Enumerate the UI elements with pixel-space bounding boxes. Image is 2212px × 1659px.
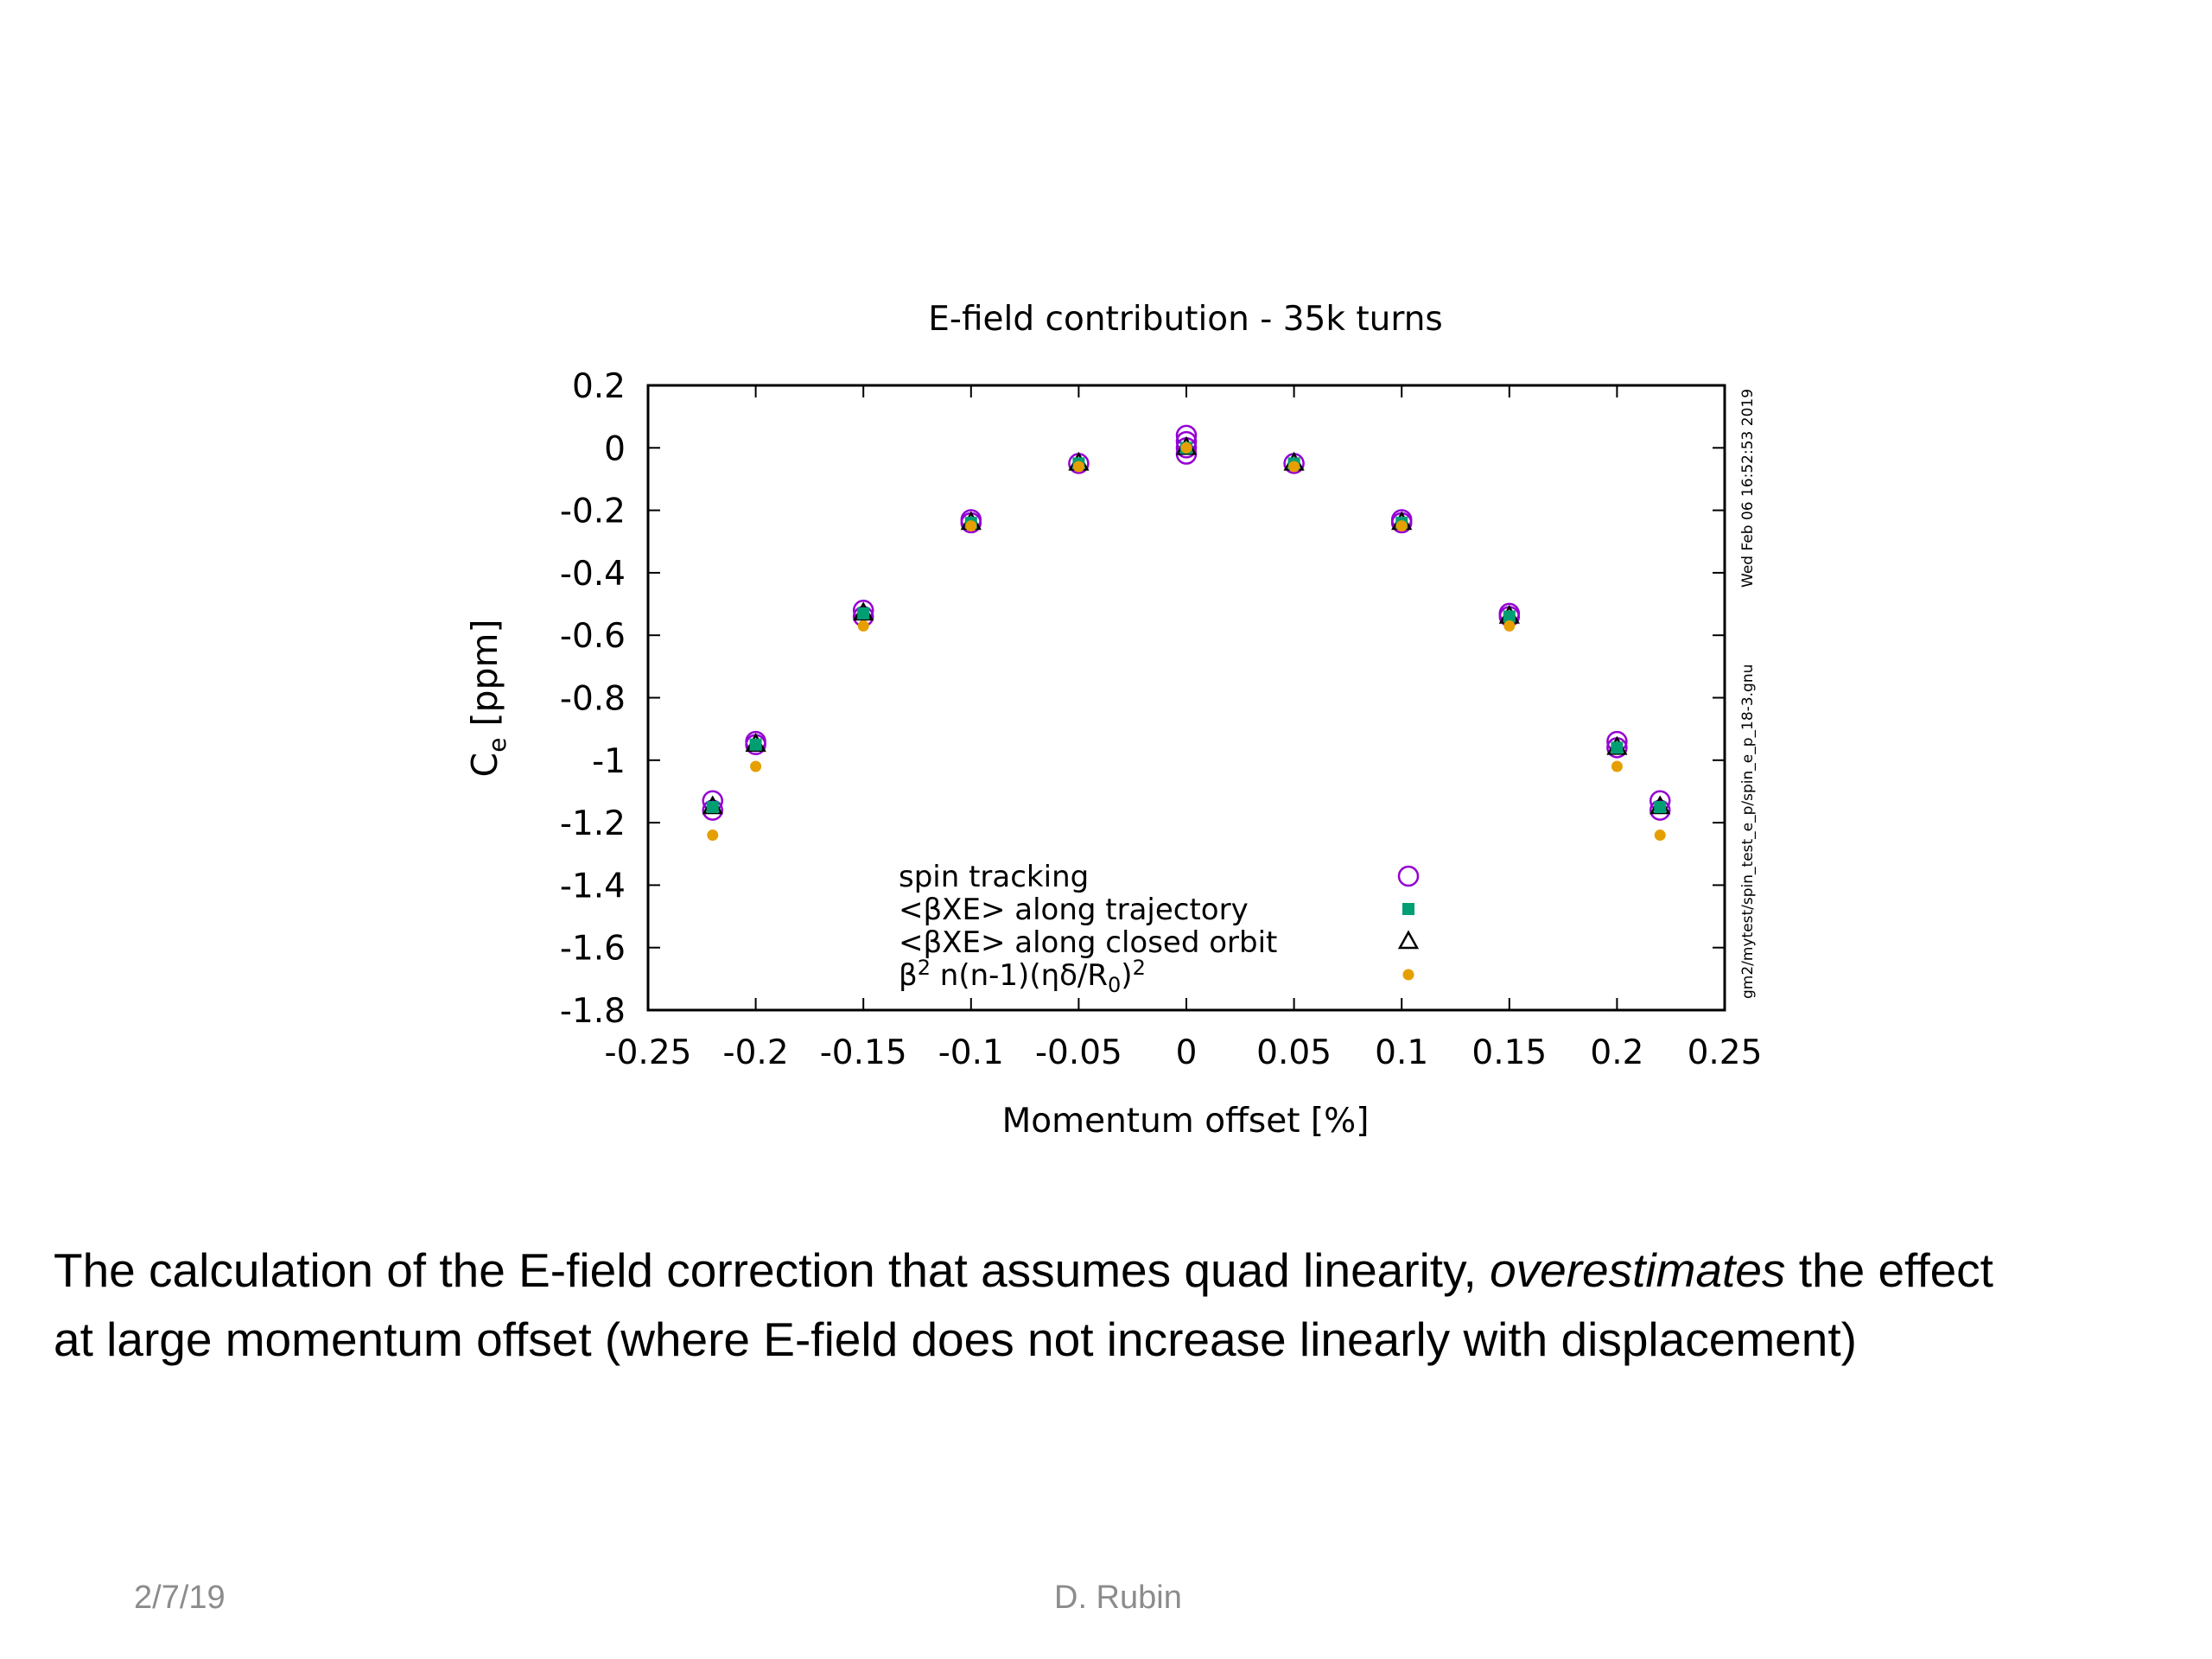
caption-emphasis: overestimates (1490, 1243, 1786, 1297)
data-point-series-4 (1654, 830, 1666, 842)
x-tick-label: -0.25 (605, 1033, 692, 1072)
y-tick-label: -1.6 (560, 930, 626, 969)
legend-label-4: β2 n(n-1)(ηδ/R0)2 (899, 956, 1146, 997)
data-point-series-2 (1654, 801, 1667, 814)
data-point-series-4 (1395, 520, 1408, 532)
data-point-series-2 (1611, 741, 1624, 754)
data-point-series-2 (857, 607, 870, 620)
x-tick-label: -0.15 (820, 1033, 907, 1072)
x-tick-label: 0.05 (1256, 1033, 1332, 1072)
slide-caption: The calculation of the E-field correctio… (54, 1236, 2179, 1374)
axis-ticks (647, 385, 1726, 1011)
legend-marker-4 (1402, 969, 1414, 981)
data-point-series-4 (1288, 461, 1300, 473)
x-tick-label: 0.2 (1590, 1033, 1643, 1072)
data-point-series-4 (965, 520, 977, 532)
axis-tick-labels: -0.25 -0.2 -0.15 -0.1 -0.05 0 0.05 0.1 0.15 0.2 0.… (560, 367, 1763, 1072)
y-tick-label: -0.2 (560, 493, 626, 531)
y-tick-label: -1.4 (560, 867, 626, 906)
data-point-series-4 (1611, 760, 1623, 772)
legend-label-part: 2 (1133, 956, 1146, 980)
data-point-series-4 (857, 620, 869, 632)
x-tick-label: 0.1 (1375, 1033, 1428, 1072)
legend-label-1: spin tracking (899, 860, 1089, 894)
legend-label-part: 2 (918, 956, 931, 980)
data-point-series-4 (1072, 461, 1084, 473)
y-tick-label: 0 (604, 429, 626, 468)
legend-label-part: 0 (1108, 973, 1121, 997)
y-tick-label: 0.2 (572, 367, 626, 406)
data-point-series-4 (1503, 620, 1516, 632)
chart-title: E-field contribution - 35k turns (928, 300, 1443, 339)
legend-label-2: <βXE> along trajectory (899, 893, 1249, 927)
legend-label-part: n(n-1)(ηδ/R (931, 958, 1108, 993)
legend-marker-1 (1397, 865, 1420, 887)
y-tick-label: -0.4 (560, 555, 626, 594)
data-point-series-2 (706, 801, 719, 814)
data-point-series-4 (750, 760, 762, 772)
data-point-series-2 (1503, 610, 1516, 623)
footer-author: D. Rubin (1054, 1580, 1182, 1616)
x-axis-label: Momentum offset [%] (1002, 1102, 1370, 1141)
caption-text-start: The calculation of the E-field correctio… (54, 1243, 1491, 1297)
x-tick-label: -0.2 (723, 1033, 789, 1072)
footer-date: 2/7/19 (134, 1580, 226, 1616)
y-tick-label: -0.6 (560, 617, 626, 656)
data-points (702, 424, 1671, 842)
e-field-chart: E-field contribution - 35k turns -0.25 -0… (464, 300, 1763, 1141)
y-tick-label: -1 (592, 742, 626, 781)
data-point-series-2 (749, 738, 762, 751)
legend-label-part: ) (1121, 958, 1132, 993)
x-tick-label: 0.15 (1471, 1033, 1547, 1072)
data-point-series-1 (1649, 799, 1671, 821)
x-tick-label: -0.1 (938, 1033, 1004, 1072)
side-label-date: Wed Feb 06 16:52:53 2019 (1739, 389, 1757, 588)
x-tick-label: 0 (1176, 1033, 1198, 1072)
data-point-series-4 (1180, 442, 1192, 454)
data-point-series-1 (702, 799, 724, 821)
data-point-series-4 (707, 830, 719, 842)
y-tick-label: -0.8 (560, 680, 626, 719)
x-tick-label: 0.25 (1688, 1033, 1763, 1072)
side-label-file: gm2/mytest/spin_test_e_p/spin_e_p_18-3.g… (1739, 664, 1757, 999)
legend: spin tracking<βXE> along trajectory<βXE>… (899, 860, 1420, 997)
y-axis-label: Ce [ppm] (464, 620, 512, 778)
y-tick-label: -1.8 (560, 992, 626, 1031)
y-tick-label: -1.2 (560, 804, 626, 843)
legend-marker-3 (1397, 930, 1420, 950)
legend-label-part: β (899, 958, 918, 993)
x-tick-label: -0.05 (1035, 1033, 1122, 1072)
legend-marker-2 (1402, 903, 1414, 915)
caption-line-2: at large momentum offset (where E-field … (54, 1313, 1857, 1366)
legend-label-3: <βXE> along closed orbit (899, 925, 1277, 960)
caption-text-end: the effect (1785, 1243, 1993, 1297)
